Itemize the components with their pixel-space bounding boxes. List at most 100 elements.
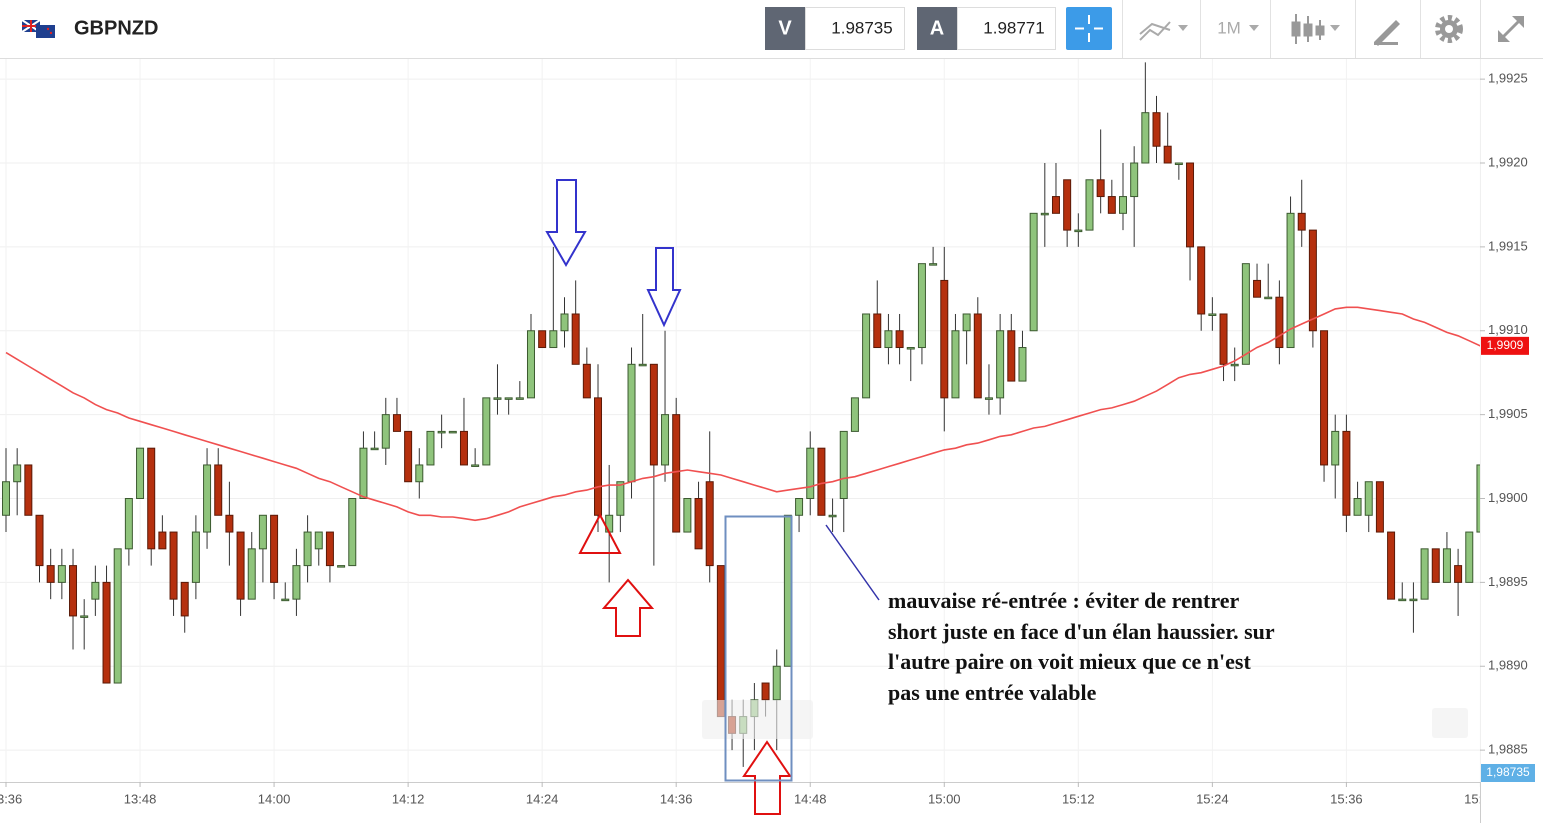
candle-body: [1219, 313, 1228, 365]
candle-body: [549, 330, 558, 349]
candle-body: [1174, 162, 1183, 166]
flag: [21, 19, 55, 38]
down-arrow: [545, 179, 587, 268]
candle-body: [1431, 548, 1440, 583]
candle-body: [1085, 179, 1094, 231]
candle-body: [1264, 296, 1273, 300]
candle-body: [337, 565, 346, 568]
candle-body: [1018, 347, 1027, 382]
candle-body: [1387, 531, 1396, 600]
candle-body: [459, 430, 468, 466]
draw-icon[interactable]: [1374, 20, 1400, 46]
candle-body: [404, 430, 413, 483]
candle-body: [1253, 279, 1262, 298]
ask-badge[interactable]: [917, 7, 957, 50]
candle-body: [281, 598, 290, 602]
candle-body: [247, 548, 256, 600]
candle-body: [1163, 145, 1172, 164]
expand-icon[interactable]: [1498, 16, 1524, 42]
annotation-line: short juste en face d'un élan haussier. …: [888, 619, 1275, 644]
candle-body: [493, 397, 502, 400]
x-tick-label: 14:48: [794, 791, 827, 806]
candle-body: [292, 565, 301, 600]
candle-body: [1241, 263, 1250, 365]
candle-body: [1096, 179, 1105, 198]
candle-body: [1007, 330, 1016, 382]
y-tick-label: 1,9920: [1488, 154, 1528, 169]
candle-body: [616, 481, 625, 516]
candle-body: [638, 363, 647, 367]
crosshair-button[interactable]: [1066, 7, 1112, 50]
annotation-line: mauvaise ré-entrée : éviter de rentrer: [888, 588, 1239, 613]
settings-icon[interactable]: [1435, 15, 1463, 43]
candle-body: [1286, 212, 1295, 349]
price-badges: 1,9909 1,98735: [1481, 336, 1535, 782]
symbol: GBPNZD: [74, 17, 158, 39]
candle-body: [24, 464, 33, 516]
candle-icon[interactable]: [1291, 14, 1325, 44]
tooltip-placeholder: [702, 700, 813, 739]
bid-box: [805, 7, 905, 50]
chart-type-icon[interactable]: [1139, 21, 1171, 41]
candle-body: [1442, 548, 1451, 583]
dropdown-caret: [1330, 25, 1340, 31]
candle-body: [862, 313, 871, 399]
candle-body: [113, 548, 122, 684]
candle-body: [1476, 464, 1480, 533]
candle-body: [594, 397, 603, 516]
annotations: mauvaise ré-entrée : éviter de rentrer s…: [545, 179, 1275, 815]
candle-body: [973, 313, 982, 399]
candle-body: [91, 581, 100, 600]
candle-body: [761, 682, 770, 701]
candle-body: [482, 397, 491, 466]
y-tick-label: 1,9925: [1488, 71, 1528, 86]
candle-body: [906, 347, 915, 350]
candle-body: [661, 414, 670, 466]
candle-body: [984, 397, 993, 400]
candle-body: [850, 397, 859, 432]
candle-body: [1152, 112, 1161, 147]
candle-body: [191, 531, 200, 583]
y-tick-label: 1,9910: [1488, 322, 1528, 337]
up-arrow: [742, 740, 792, 815]
candle-body: [448, 430, 457, 434]
x-tick-label: 14:12: [392, 791, 425, 806]
header: GBPNZD V 1.98735 A 1.98771 1M: [0, 0, 1543, 59]
candle-body: [560, 313, 569, 332]
candle-body: [180, 581, 189, 617]
candle-body: [46, 565, 55, 583]
timeframe[interactable]: 1M: [1217, 18, 1241, 37]
candle-body: [873, 313, 882, 349]
candle-body: [694, 498, 703, 550]
ask-value: 1.98771: [983, 18, 1044, 37]
candle-body: [124, 498, 133, 550]
candle-body: [683, 498, 692, 533]
candle-body: [817, 447, 826, 516]
candle-body: [1063, 179, 1072, 231]
candle-body: [1398, 598, 1407, 602]
candle-body: [2, 481, 10, 516]
candle-body: [381, 414, 390, 449]
candle-body: [1364, 481, 1373, 516]
candle-body: [1197, 246, 1206, 315]
x-tick-label: 14:24: [526, 791, 559, 806]
bid-badge[interactable]: [765, 7, 805, 50]
candle-body: [392, 414, 401, 432]
candle-body: [147, 447, 156, 550]
candle-body: [1119, 196, 1127, 214]
candle-body: [359, 447, 368, 500]
candle-body: [437, 430, 446, 434]
x-tick-label: 15:48: [1464, 791, 1497, 806]
x-tick-label: 15:12: [1062, 791, 1095, 806]
candle-body: [1454, 565, 1463, 583]
price-badge-label: 1,98735: [1486, 765, 1530, 779]
candle-body: [538, 330, 547, 349]
x-tick-label: 15:24: [1196, 791, 1229, 806]
candle-body: [526, 330, 535, 399]
candle-body: [806, 447, 815, 500]
candle-body: [69, 565, 78, 617]
candle-body: [828, 514, 837, 518]
candle-body: [1342, 430, 1351, 516]
candle-body: [1208, 313, 1217, 316]
x-tick-label: 14:36: [660, 791, 693, 806]
